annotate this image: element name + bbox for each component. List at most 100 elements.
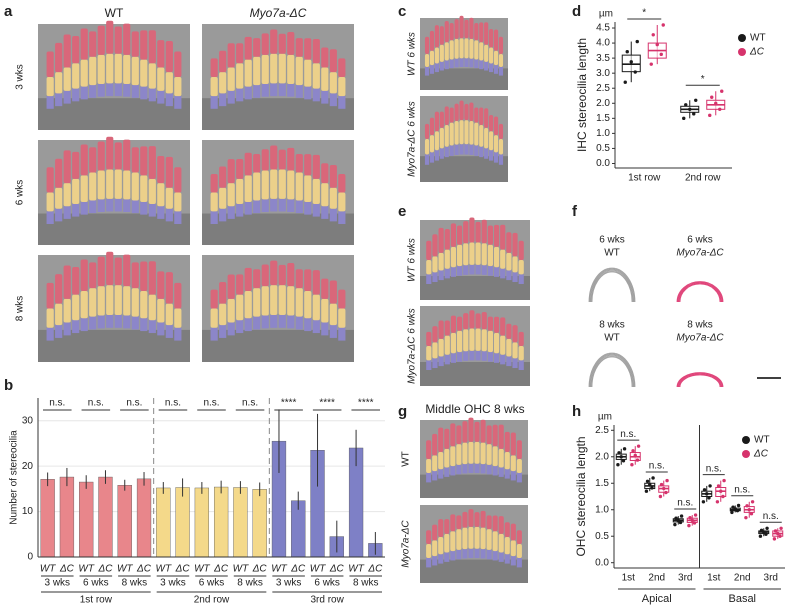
stereocilia-blue [236,320,244,334]
stereocilia-yellow [131,172,139,201]
stereocilia-yellow [89,56,97,86]
stereocilia-blue [278,83,286,97]
significance: n.s. [734,484,750,495]
stereocilia-red [464,19,469,39]
stereocilia-blue [63,206,71,219]
age-label: 8 wks [237,578,263,589]
stereocilia-blue [97,199,105,213]
bundle-outline [678,282,722,303]
point [655,42,659,47]
point [701,500,706,504]
stereocilia-red [493,316,500,333]
point [750,500,755,504]
stereocilia-blue [157,206,165,219]
stereocilia-red [55,42,63,73]
y-tick-label: 20 [22,461,34,472]
stereocilia-blue [72,320,80,334]
stereocilia-red [450,423,456,447]
stereocilia-blue [510,471,516,481]
x-tick-label: ΔC [175,564,191,575]
stereocilia-yellow [63,298,71,323]
stereocilia-red [450,223,457,247]
stereocilia-red [46,51,54,77]
stereocilia-red [131,262,139,289]
stereocilia-red [484,108,489,128]
stereocilia-red [462,511,468,528]
stereocilia-yellow [459,120,464,145]
stereocilia-blue [434,63,439,73]
stereocilia-blue [469,350,475,361]
stereocilia-yellow [468,441,474,464]
stereocilia-red [97,141,105,171]
stereocilia-yellow [510,540,516,557]
x-tick-label: WT [233,564,249,575]
stereocilia-red [498,123,504,139]
stereocilia-yellow [449,122,454,146]
stereocilia-blue [140,86,148,100]
stereocilia-blue [474,548,480,559]
point [661,23,665,27]
point [721,494,725,499]
point [659,482,664,487]
stereocilia-yellow [157,67,165,91]
stereocilia-blue [46,211,54,224]
point [731,505,735,509]
stereocilia-red [97,25,105,55]
stereocilia-yellow [46,77,54,97]
label: 6 wks [599,235,625,246]
stereocilia-red [46,282,54,309]
stereocilia-yellow [114,53,122,84]
point [762,530,766,534]
stereocilia-yellow [481,243,487,266]
significance: n.s. [203,398,219,409]
stereocilia-yellow [456,444,462,465]
stereocilia-blue [456,549,462,560]
label: 3 wks [15,64,26,90]
x-tick-label: ΔC [136,564,152,575]
stereocilia-blue [426,360,432,370]
panel-label: f [572,203,578,220]
stereocilia-blue [449,59,454,69]
stereocilia-yellow [278,285,286,315]
y-tick-label: 0 [27,552,33,563]
stereocilia-yellow [426,459,432,474]
stereocilia-red [287,263,295,287]
panel-label: b [4,377,13,394]
stereocilia-red [321,163,329,184]
point [693,513,698,517]
stereocilia-blue [426,473,432,483]
stereocilia-yellow [469,38,474,59]
y-tick-label: 2.0 [595,451,609,462]
stereocilia-blue [498,552,504,562]
stereocilia-yellow [481,329,487,352]
stereocilia-blue [312,88,320,102]
stereocilia-blue [489,150,494,161]
stereocilia-blue [487,266,493,276]
label: WT [604,333,620,344]
stereocilia-red [432,524,438,541]
stereocilia-red [329,49,337,73]
stereocilia-blue [438,554,444,564]
stereocilia-red [261,33,269,55]
bar [79,481,94,558]
stereocilia-blue [469,144,474,155]
stereocilia-blue [462,464,468,474]
stereocilia-yellow [498,139,504,155]
image-shade [420,276,530,300]
significance: n.s. [620,429,636,440]
stereocilia-red [165,40,173,73]
stereocilia-red [439,111,444,128]
stereocilia-red [227,43,235,68]
x-tick-label: 3rd [764,573,778,584]
stereocilia-blue [140,318,148,332]
stereocilia-red [464,103,469,121]
stereocilia-red [457,316,463,331]
stereocilia-blue [227,322,235,336]
point [673,522,677,527]
stereocilia-red [463,313,469,330]
y-tick-label: 2.5 [596,83,610,94]
stereocilia-yellow [479,124,484,147]
stereocilia-yellow [484,127,489,149]
stereocilia-blue [504,554,510,564]
stereocilia-blue [456,464,462,475]
